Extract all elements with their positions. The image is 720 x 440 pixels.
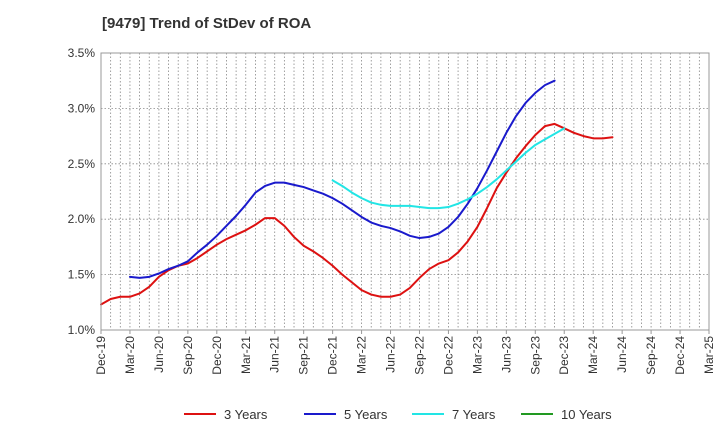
- x-tick-label: Sep-20: [181, 336, 195, 375]
- x-tick-label: Dec-22: [441, 336, 455, 375]
- legend-label-3-years: 3 Years: [224, 407, 268, 422]
- legend-label-5-years: 5 Years: [344, 407, 388, 422]
- x-tick-label: Dec-24: [673, 336, 687, 375]
- series-line-7-years: [331, 127, 566, 210]
- series-line-3-years: [100, 122, 614, 306]
- y-tick-label: 2.0%: [68, 212, 96, 226]
- x-tick-label: Mar-23: [470, 336, 484, 374]
- x-tick-label: Jun-24: [615, 336, 629, 373]
- x-tick-label: Mar-22: [355, 336, 369, 374]
- x-tick-label: Jun-21: [268, 336, 282, 373]
- x-tick-label: Sep-22: [412, 336, 426, 375]
- x-tick-label: Dec-21: [326, 336, 340, 375]
- x-tick-label: Dec-19: [94, 336, 108, 375]
- x-axis: Dec-19 Mar-20 Jun-20 Sep-20 Dec-20 Mar-21 Jun-…: [94, 330, 716, 375]
- x-tick-label: Dec-23: [557, 336, 571, 375]
- x-tick-label: Mar-20: [123, 336, 137, 374]
- y-tick-label: 1.0%: [68, 323, 96, 337]
- chart-title: [9479] Trend of StDev of ROA: [102, 15, 311, 32]
- y-axis: 1.0% 1.5% 2.0% 2.5% 3.0% 3.5%: [68, 46, 96, 337]
- x-tick-label: Sep-23: [528, 336, 542, 375]
- x-tick-label: Jun-22: [384, 336, 398, 373]
- legend-label-10-years: 10 Years: [561, 407, 612, 422]
- x-tick-label: Jun-20: [152, 336, 166, 373]
- series-line-5-years: [128, 79, 556, 279]
- legend-label-7-years: 7 Years: [452, 407, 496, 422]
- series-lines: [100, 79, 614, 306]
- x-tick-label: Sep-24: [644, 336, 658, 375]
- x-tick-label: Sep-21: [297, 336, 311, 375]
- x-tick-label: Dec-20: [210, 336, 224, 375]
- y-tick-label: 3.0%: [68, 101, 96, 115]
- x-tick-label: Mar-24: [586, 336, 600, 374]
- y-tick-label: 3.5%: [68, 46, 96, 60]
- grid: [101, 52, 709, 331]
- y-tick-label: 1.5%: [68, 268, 96, 282]
- y-tick-label: 2.5%: [68, 157, 96, 171]
- x-tick-label: Mar-25: [702, 336, 716, 374]
- plot-frame: [100, 52, 710, 331]
- x-tick-label: Jun-23: [499, 336, 513, 373]
- x-tick-label: Mar-21: [239, 336, 253, 374]
- legend: 3 Years 5 Years 7 Years 10 Years: [184, 407, 612, 422]
